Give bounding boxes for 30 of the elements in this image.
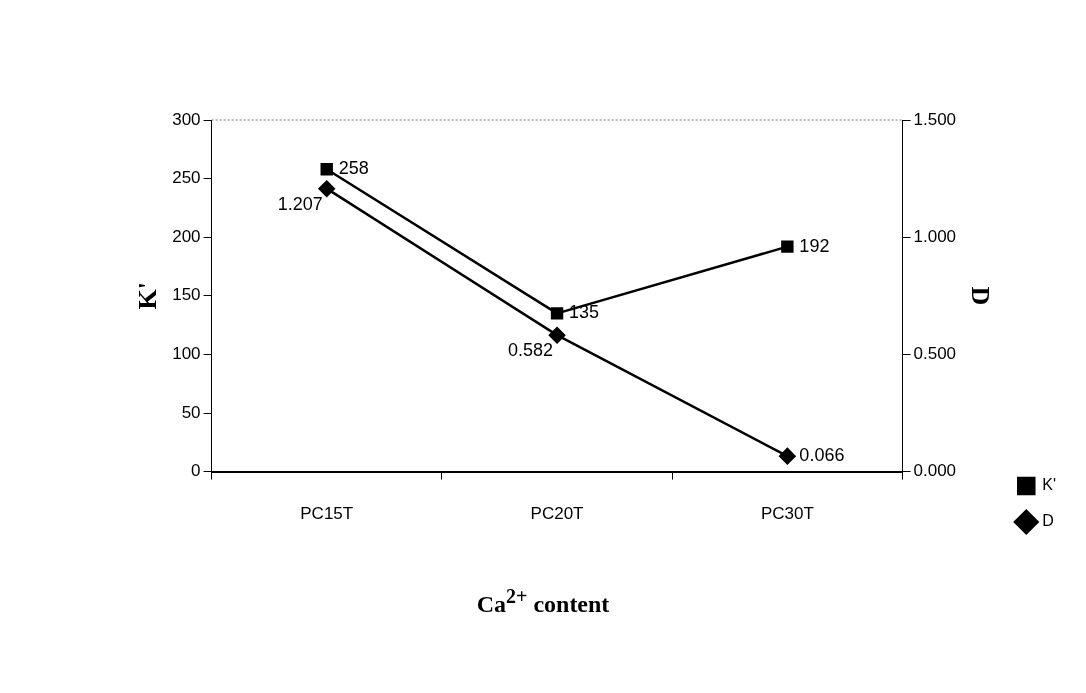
data-label: 258 [338,158,369,179]
legend-label: K' [1042,476,1057,494]
y2-tick-label: 0.500 [913,344,957,364]
legend-label: D [1042,512,1054,530]
point [318,180,335,197]
data-label: 0.582 [508,340,554,361]
point [550,307,564,320]
point [320,163,333,176]
point [548,326,566,344]
x-tick-label: PC30T [760,504,814,524]
data-label: 192 [799,235,830,256]
y-tick-label: 200 [172,226,201,246]
x-tick-label: PC20T [530,504,584,524]
x-axis-title: Ca$^{2+}$ content [475,585,611,618]
data-label: 1.207 [277,193,323,214]
y2-tick-label: 1.500 [913,109,957,129]
y2-tick-label: 0.000 [913,461,957,481]
point [781,240,794,253]
y-tick-label: 0 [191,461,201,481]
y-axis-title: K' [133,282,163,310]
y-tick-label: 100 [172,344,201,364]
y-tick-label: 50 [181,402,201,422]
y-tick-label: 300 [172,109,201,129]
y-tick-label: 150 [172,285,201,305]
y2-tick-label: 1.000 [913,226,957,246]
y-tick-label: 250 [172,168,201,188]
x-tick-label: PC15T [300,504,354,524]
y2-axis-title: D [965,286,995,306]
data-label: 0.066 [799,445,845,466]
point [779,447,796,465]
